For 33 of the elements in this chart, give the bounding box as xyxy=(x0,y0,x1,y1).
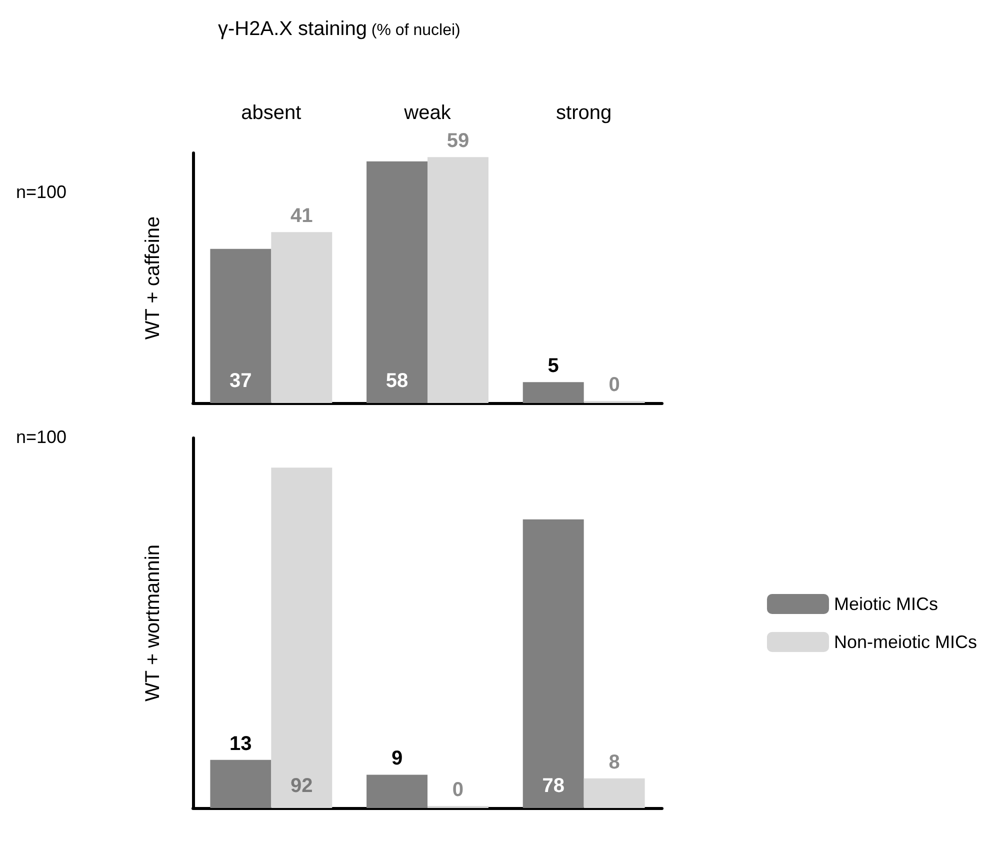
chart-subtitle: (% of nuclei) xyxy=(370,22,460,39)
legend-label: Non-meiotic MICs xyxy=(834,632,978,652)
data-label: 0 xyxy=(452,779,464,801)
data-label: 92 xyxy=(290,775,313,797)
data-label: 59 xyxy=(446,130,470,152)
bar xyxy=(366,161,428,403)
y-axis-title: WT + caffeine xyxy=(142,216,164,340)
data-label: 13 xyxy=(230,732,252,755)
bar xyxy=(522,519,584,808)
data-label: 78 xyxy=(542,775,564,797)
chart-title: γ-H2A.X staining xyxy=(218,18,367,40)
bar xyxy=(584,778,645,808)
data-label: 0 xyxy=(608,374,620,396)
bar xyxy=(210,248,272,403)
x-tick-label: absent xyxy=(241,102,302,124)
data-label: 37 xyxy=(230,370,252,392)
data-label: 41 xyxy=(290,205,313,228)
x-tick-label: weak xyxy=(403,102,452,124)
y-axis-title: WT + wortmannin xyxy=(142,544,164,702)
bar xyxy=(522,382,584,403)
bar xyxy=(271,232,332,403)
bar xyxy=(428,157,488,403)
bar xyxy=(210,760,272,808)
data-label: 58 xyxy=(386,370,408,392)
text: n=100 xyxy=(16,182,67,202)
bar xyxy=(271,468,332,808)
text: n=100 xyxy=(16,427,67,447)
x-tick-label: strong xyxy=(556,102,612,124)
bar xyxy=(366,774,428,808)
data-label: 9 xyxy=(391,748,403,770)
data-label: 5 xyxy=(548,355,559,378)
data-label: 8 xyxy=(608,751,620,774)
legend-label: Meiotic MICs xyxy=(834,594,938,614)
